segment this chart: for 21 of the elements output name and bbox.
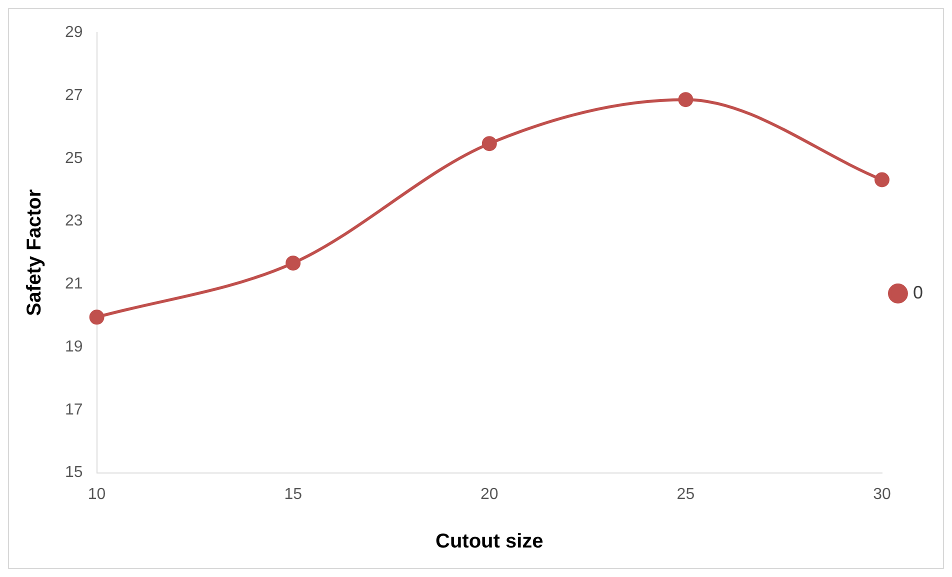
point xyxy=(89,310,104,325)
x-tick-label: 10 xyxy=(88,486,106,503)
y-tick-label: 15 xyxy=(65,464,83,482)
y-tick-label: 25 xyxy=(65,150,83,167)
legend-label: 0 xyxy=(912,282,924,302)
x-tick-label: 25 xyxy=(676,486,695,503)
y-tick-label: 17 xyxy=(65,401,83,418)
x-tick-label: 15 xyxy=(284,486,302,503)
y-axis-title: Safety Factor xyxy=(24,189,46,316)
point xyxy=(874,172,890,188)
y-tick-label: 23 xyxy=(65,212,83,230)
point xyxy=(482,136,497,152)
y-tick-label: 29 xyxy=(65,24,83,42)
y-tick-label: 27 xyxy=(65,86,83,104)
x-axis-title: Cutout size xyxy=(436,530,544,553)
x-tick-label: 20 xyxy=(480,486,498,503)
point xyxy=(286,256,301,271)
y-tick-label: 21 xyxy=(65,276,83,293)
y-tick-label: 19 xyxy=(65,338,83,356)
x-tick-label: 30 xyxy=(873,486,891,503)
point xyxy=(678,92,694,108)
